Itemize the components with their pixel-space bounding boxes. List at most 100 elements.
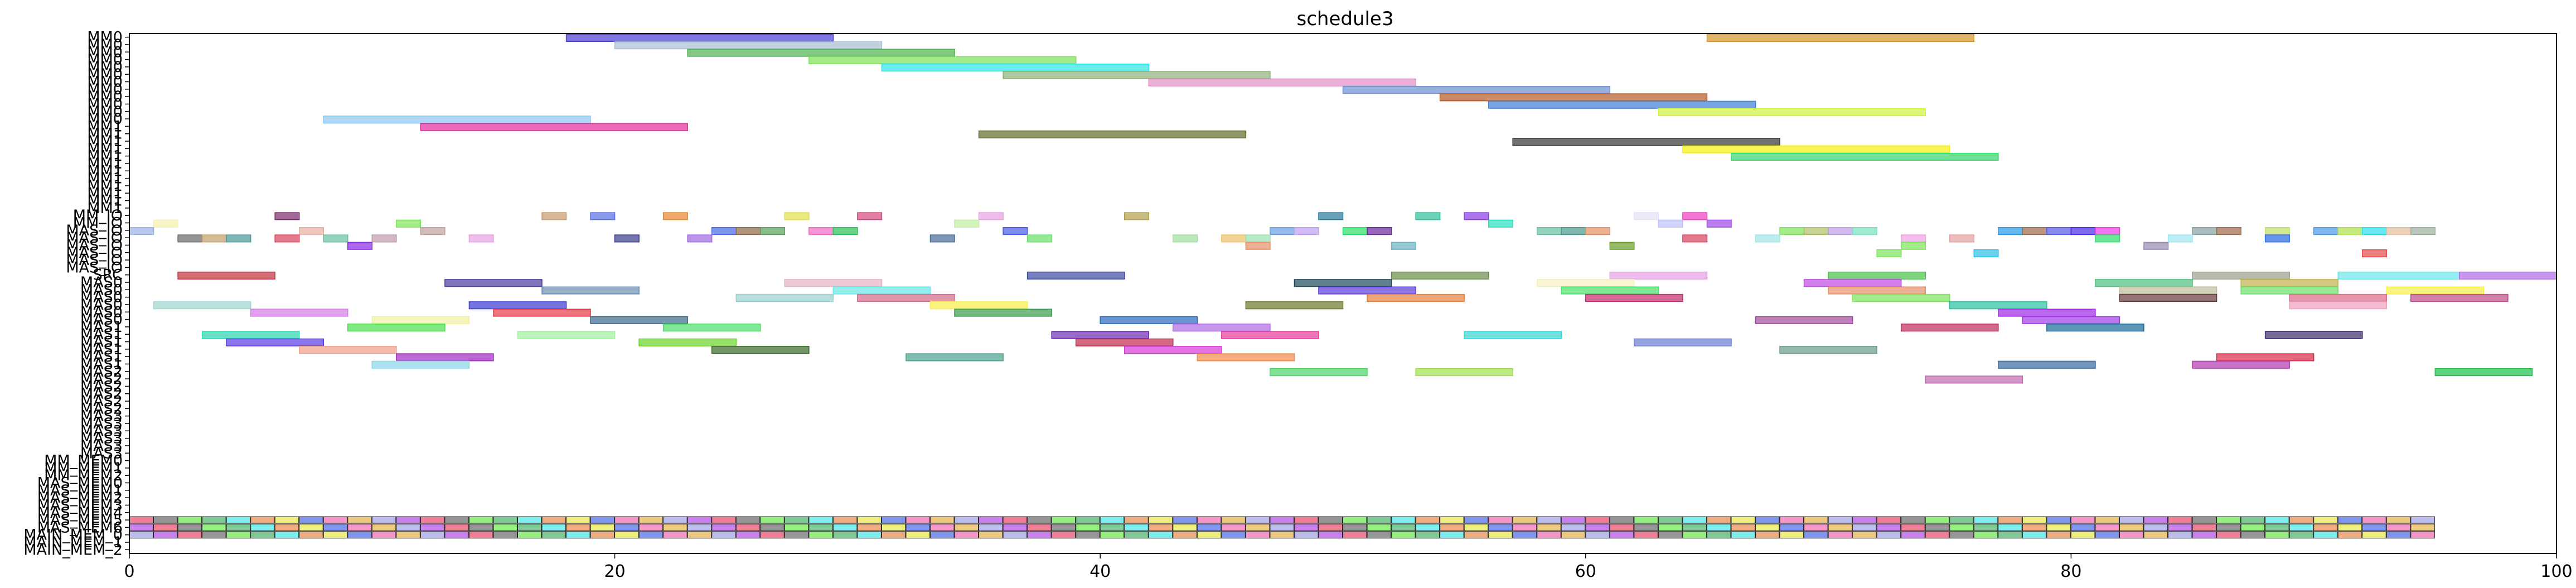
mem-block [1415,523,1440,531]
mem-block [1367,523,1392,531]
mem-block [1318,516,1343,524]
task-bar [2216,353,2314,362]
mem-block [2386,523,2411,531]
task-bar [1026,271,1125,280]
mem-block [1779,531,1804,539]
task-bar [1536,279,1635,287]
task-bar [711,346,810,354]
mem-block [1731,516,1756,524]
y-tick-label: MAS2 [80,385,123,403]
mem-block [832,523,858,531]
mem-block [979,523,1003,531]
mem-block [881,531,906,539]
mem-block [2046,516,2071,524]
task-bar [1245,234,1271,243]
mem-block [1852,516,1877,524]
mem-block [347,531,372,539]
task-bar [662,212,688,220]
mem-block [808,531,833,539]
task-bar [1173,234,1198,243]
y-tick-label: MAS2 [80,363,123,380]
mem-block [1464,516,1489,524]
task-bar [1755,316,1853,324]
task-bar [687,234,713,243]
mem-block [2410,531,2435,539]
mem-block [1076,516,1100,524]
mem-block [1124,523,1149,531]
task-bar [1925,375,2023,384]
mem-block [1973,523,1998,531]
task-bar [1148,78,1416,86]
task-bar [1900,242,1926,250]
mem-block [493,516,517,524]
mem-block [444,523,469,531]
mem-block [1173,531,1197,539]
mem-block [1561,523,1586,531]
mem-block [1245,516,1270,524]
mem-block [2095,531,2119,539]
mem-block [2192,516,2217,524]
task-bar [1318,286,1416,295]
y-tick-label: MM_MEM1 [44,460,123,477]
mem-block [1682,531,1707,539]
task-bar [2337,227,2363,235]
mem-block [517,523,542,531]
task-bar [906,353,1004,362]
x-tick-label: 60 [1575,562,1596,581]
y-tick-label: MAS2 [80,393,123,410]
task-bar [1706,219,1732,228]
task-bar [1026,234,1052,243]
mem-block [202,523,226,531]
task-bar [978,212,1004,220]
mem-block [1537,531,1561,539]
mem-block [1779,516,1804,524]
task-bar [857,212,883,220]
mem-block [906,516,930,524]
mem-block [808,516,833,524]
task-bar [420,123,688,131]
task-bar [274,234,300,243]
mem-block [2265,523,2289,531]
task-bar [1245,301,1344,310]
y-tick-label: MAS1 [80,341,123,358]
mem-block [226,523,251,531]
mem-block [396,531,420,539]
task-bar [1415,212,1441,220]
mem-block [1512,531,1537,539]
mem-block [1901,531,1925,539]
y-tick-label: MAIN_MEM_1 [23,534,123,551]
mem-block [1731,531,1756,539]
y-tick-label: MAIN_MEM_2 [23,541,123,558]
task-bar [323,115,591,124]
y-tick-label: MAS1 [80,334,123,351]
task-bar [2022,316,2120,324]
y-tick-label: SRC [93,267,123,284]
mem-block [1537,516,1561,524]
task-bar [1803,279,1902,287]
y-tick-label: MM0 [87,29,123,46]
task-bar [226,234,251,243]
task-bar [274,212,300,220]
mem-block [1949,523,1974,531]
mem-block [2192,531,2217,539]
mem-block [2216,516,2241,524]
task-bar [1634,212,1659,220]
mem-block [1148,523,1173,531]
mem-block [1706,523,1731,531]
y-tick-label: MAS0 [80,311,123,329]
x-tick-label: 100 [2540,562,2572,581]
task-bar [1755,234,1780,243]
mem-block [1343,531,1367,539]
mem-block [2216,523,2241,531]
task-bar [2240,286,2338,295]
mem-block [1318,531,1343,539]
mem-block [323,516,348,524]
mem-block [129,516,154,524]
y-tick-label: MAS0 [80,303,123,321]
y-tick-label: MM1 [87,133,123,150]
task-bar [1464,331,1562,339]
mem-block [250,531,275,539]
mem-block [687,531,712,539]
mem-block [1343,516,1367,524]
